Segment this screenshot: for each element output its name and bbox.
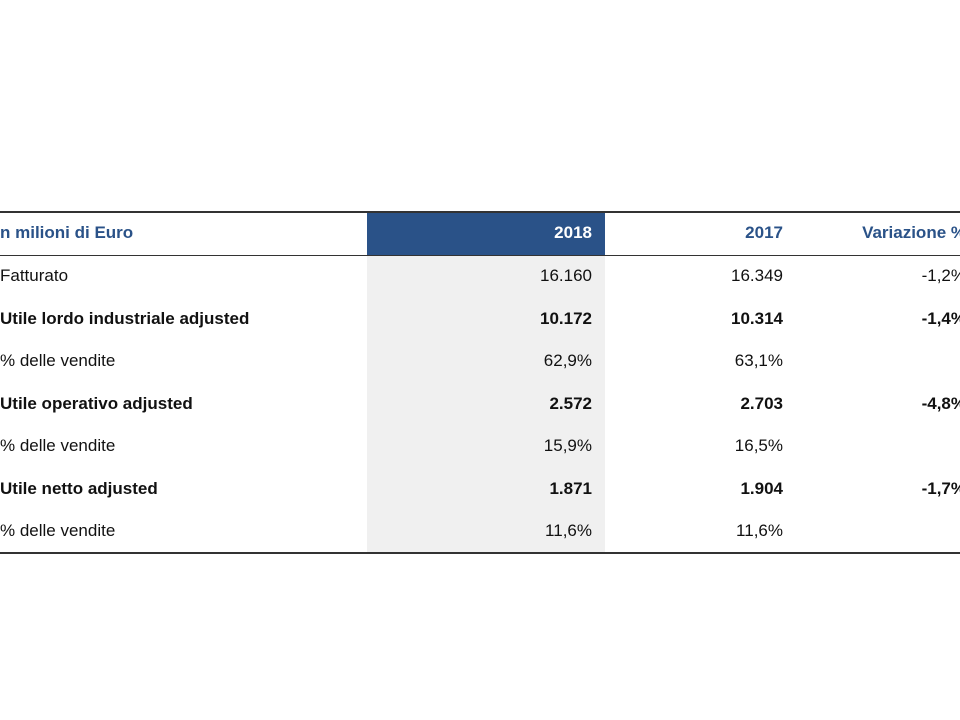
column-header: n milioni di Euro [0, 223, 134, 242]
cell-value: 11,6% [545, 521, 592, 540]
cell-value: -1,4% [921, 308, 960, 328]
cell-value: 16.349 [731, 266, 783, 285]
cell-value: 2.572 [549, 393, 592, 413]
top-rule [0, 211, 960, 213]
column-shade [367, 255, 605, 552]
cell-value: 15,9% [543, 436, 592, 455]
cell-value: 16,5% [734, 436, 783, 455]
row-label: Utile lordo industriale adjusted [0, 308, 250, 328]
row-label: Utile operativo adjusted [0, 393, 193, 413]
row-label: Fatturato [0, 266, 69, 285]
header-highlight [367, 213, 605, 255]
cell-value: 1.904 [740, 478, 783, 498]
column-header: Variazione % [862, 223, 960, 242]
cell-value: -4,8% [921, 393, 960, 413]
header-rule [0, 255, 960, 256]
row-label: Utile netto adjusted [0, 478, 158, 498]
column-header: 2018 [554, 223, 592, 242]
cell-value: 11,6% [736, 521, 783, 540]
cell-value: 16.160 [540, 266, 592, 285]
cell-value: 62,9% [543, 351, 592, 370]
cell-value: 10.172 [540, 308, 592, 328]
cell-value: -1,2% [921, 266, 960, 285]
row-label: % delle vendite [0, 436, 116, 455]
cell-value: 1.871 [549, 478, 592, 498]
cell-value: 2.703 [740, 393, 783, 413]
cell-value: 10.314 [731, 308, 783, 328]
row-label: % delle vendite [0, 521, 116, 540]
row-label: % delle vendite [0, 351, 116, 370]
bottom-rule [0, 552, 960, 554]
cell-value: 63,1% [734, 351, 783, 370]
cell-value: -1,7% [921, 478, 960, 498]
column-header: 2017 [745, 223, 783, 242]
